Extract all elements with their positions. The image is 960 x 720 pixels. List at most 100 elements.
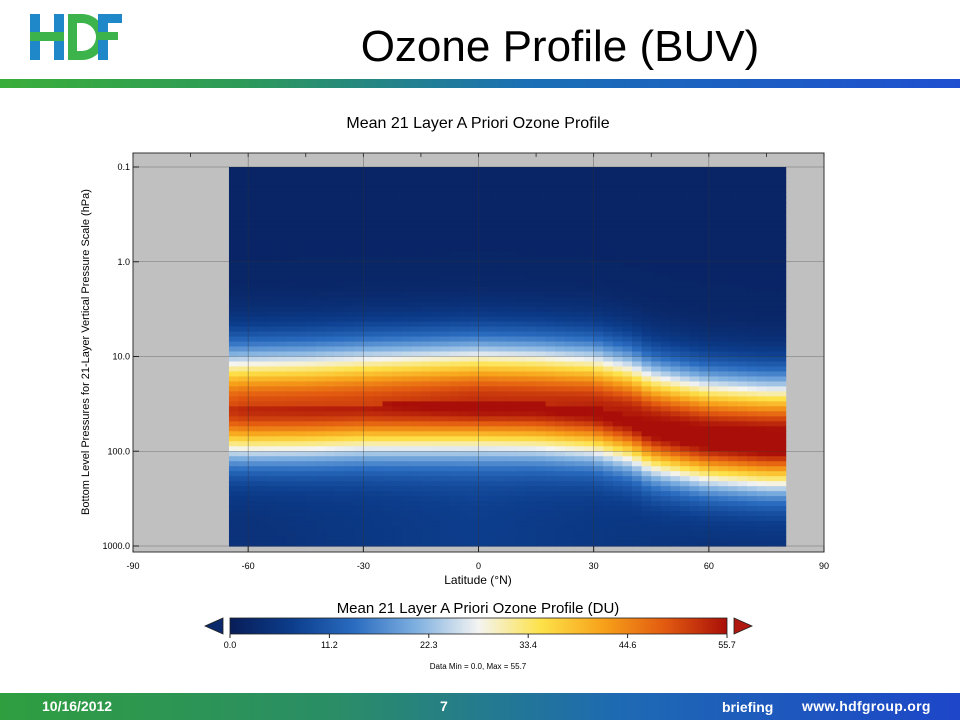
heatmap-cell: [296, 421, 307, 427]
heatmap-cell: [660, 411, 672, 417]
heatmap-cell: [488, 526, 499, 532]
heatmap-cell: [526, 196, 537, 203]
heatmap-cell: [747, 276, 758, 283]
heatmap-cell: [286, 391, 297, 397]
heatmap-cell: [420, 201, 432, 208]
heatmap-cell: [411, 511, 422, 517]
heatmap-cell: [478, 381, 489, 388]
heatmap-cell: [420, 526, 432, 532]
heatmap-cell: [353, 386, 364, 393]
heatmap-cell: [411, 201, 422, 208]
heatmap-cell: [296, 456, 307, 462]
heatmap-cell: [238, 381, 249, 388]
heatmap-cell: [334, 281, 345, 288]
heatmap-cell: [248, 321, 259, 328]
heatmap-cell: [737, 516, 748, 522]
heatmap-cell: [401, 276, 412, 283]
heatmap-cell: [699, 256, 710, 263]
heatmap-cell: [478, 316, 489, 323]
heatmap-cell: [641, 261, 652, 268]
heatmap-cell: [766, 511, 777, 517]
heatmap-cell: [353, 441, 364, 447]
heatmap-cell: [699, 356, 710, 363]
heatmap-cell: [708, 366, 720, 373]
heatmap-cell: [286, 301, 297, 308]
heatmap-cell: [507, 416, 518, 422]
heatmap-cell: [747, 411, 758, 417]
heatmap-cell: [622, 496, 633, 502]
heatmap-cell: [497, 306, 508, 313]
heatmap-cell: [545, 466, 556, 472]
heatmap-cell: [612, 371, 624, 378]
heatmap-cell: [228, 276, 240, 283]
heatmap-cell: [228, 326, 240, 333]
heatmap-cell: [267, 476, 278, 482]
heatmap-cell: [555, 296, 566, 303]
heatmap-cell: [660, 326, 672, 333]
heatmap-cell: [545, 426, 556, 432]
heatmap-cell: [603, 331, 614, 338]
heatmap-cell: [468, 181, 480, 188]
heatmap-cell: [632, 481, 643, 487]
heatmap-cell: [756, 441, 768, 447]
heatmap-cell: [584, 526, 595, 532]
heatmap-cell: [593, 331, 604, 338]
heatmap-cell: [584, 231, 595, 238]
heatmap-cell: [286, 531, 297, 537]
heatmap-cell: [372, 396, 384, 402]
heatmap-cell: [420, 351, 432, 358]
heatmap-cell: [449, 311, 460, 318]
heatmap-cell: [238, 536, 249, 542]
heatmap-cell: [603, 531, 614, 537]
heatmap-cell: [699, 431, 710, 437]
heatmap-cell: [766, 216, 777, 223]
heatmap-cell: [564, 481, 576, 487]
heatmap-cell: [392, 261, 403, 268]
heatmap-cell: [267, 396, 278, 402]
heatmap-cell: [267, 246, 278, 253]
heatmap-cell: [353, 191, 364, 198]
heatmap-cell: [488, 236, 499, 243]
heatmap-cell: [449, 326, 460, 333]
heatmap-cell: [324, 241, 336, 248]
y-tick-label: 1000.0: [102, 541, 130, 551]
heatmap-cell: [286, 266, 297, 273]
heatmap-cell: [708, 221, 720, 228]
heatmap-cell: [324, 356, 336, 363]
heatmap-cell: [324, 461, 336, 467]
heatmap-cell: [286, 466, 297, 472]
heatmap-cell: [324, 226, 336, 233]
heatmap-cell: [555, 441, 566, 447]
heatmap-cell: [257, 501, 268, 507]
heatmap-cell: [488, 306, 499, 313]
heatmap-cell: [632, 416, 643, 422]
heatmap-cell: [612, 471, 624, 477]
heatmap-cell: [670, 511, 681, 517]
heatmap-cell: [641, 361, 652, 368]
heatmap-cell: [497, 446, 508, 452]
heatmap-cell: [363, 391, 374, 397]
heatmap-cell: [276, 516, 288, 522]
heatmap-cell: [756, 206, 768, 213]
heatmap-cell: [420, 296, 432, 303]
heatmap-cell: [305, 386, 316, 393]
heatmap-cell: [728, 471, 739, 477]
heatmap-cell: [545, 171, 556, 178]
heatmap-cell: [708, 441, 720, 447]
heatmap-cell: [766, 346, 777, 353]
heatmap-cell: [449, 516, 460, 522]
heatmap-cell: [488, 351, 499, 358]
heatmap-cell: [680, 521, 691, 527]
heatmap-cell: [286, 461, 297, 467]
heatmap-cell: [555, 201, 566, 208]
heatmap-cell: [564, 326, 576, 333]
heatmap-cell: [363, 226, 374, 233]
heatmap-cell: [228, 256, 240, 263]
heatmap-cell: [430, 326, 441, 333]
heatmap-cell: [718, 186, 729, 193]
heatmap-cell: [267, 301, 278, 308]
heatmap-cell: [536, 346, 547, 353]
heatmap-cell: [622, 466, 633, 472]
heatmap-cell: [747, 281, 758, 288]
heatmap-cell: [776, 331, 787, 338]
